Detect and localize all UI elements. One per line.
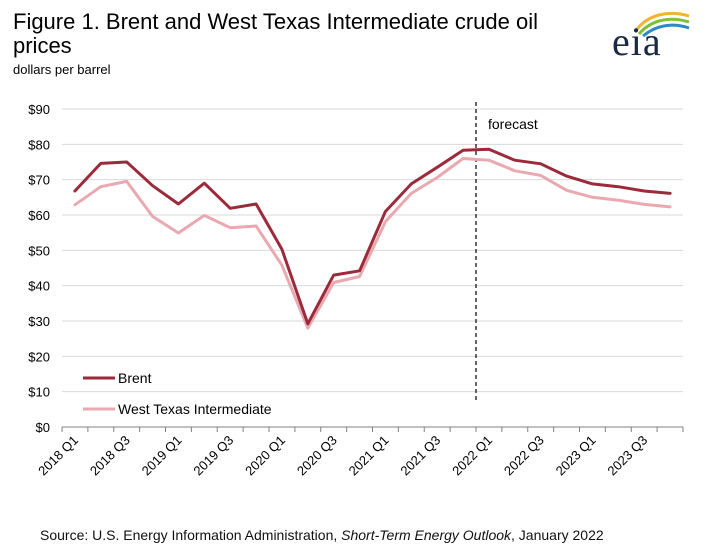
x-tick-label: 2020 Q1	[242, 433, 288, 479]
x-tick-label: 2019 Q1	[139, 433, 185, 479]
chart-subtitle: dollars per barrel	[13, 62, 111, 77]
source-publication: Short-Term Energy Outlook	[341, 527, 512, 543]
x-tick-label: 2018 Q1	[35, 433, 81, 479]
forecast-label: forecast	[488, 116, 538, 132]
series-lines	[73, 147, 672, 330]
x-tick-label: 2021 Q3	[397, 433, 443, 479]
x-axis: 2018 Q1 2018 Q3 2019 Q1 2019 Q3 2020 Q1 2020 …	[35, 426, 684, 479]
y-tick-label: $20	[28, 349, 50, 364]
source-suffix: , January 2022	[511, 527, 604, 543]
x-tick-label: 2018 Q3	[87, 433, 133, 479]
y-tick-label: $0	[36, 420, 50, 435]
legend-label: West Texas Intermediate	[118, 401, 272, 417]
x-tick-label: 2023 Q3	[604, 433, 650, 479]
series-line	[73, 157, 672, 330]
y-tick-label: $30	[28, 314, 50, 329]
x-tick-label: 2021 Q1	[346, 433, 392, 479]
x-tick-label: 2022 Q1	[449, 433, 495, 479]
source-prefix: Source: U.S. Energy Information Administ…	[40, 527, 342, 543]
legend: Brent West Texas Intermediate	[83, 370, 272, 417]
y-tick-label: $50	[28, 243, 50, 258]
source-note: Source: U.S. Energy Information Administ…	[40, 527, 604, 543]
y-tick-label: $40	[28, 279, 50, 294]
y-tick-label: $90	[28, 102, 50, 117]
eia-logo	[605, 8, 695, 68]
y-axis: $0 $10 $20 $30 $40 $50 $60 $70 $80 $90	[28, 102, 50, 435]
y-tick-label: $10	[28, 385, 50, 400]
x-tick-label: 2023 Q1	[553, 433, 599, 479]
y-tick-label: $70	[28, 173, 50, 188]
y-tick-label: $80	[28, 137, 50, 152]
y-tick-label: $60	[28, 208, 50, 223]
x-tick-label: 2019 Q3	[190, 433, 236, 479]
x-tick-label: 2022 Q3	[501, 433, 547, 479]
forecast-marker: forecast	[475, 102, 538, 400]
chart-title: Figure 1. Brent and West Texas Intermedi…	[13, 9, 539, 58]
series-line	[73, 147, 672, 326]
x-tick-label: 2020 Q3	[294, 433, 340, 479]
legend-label: Brent	[118, 370, 152, 386]
eia-logo-text: eia	[612, 19, 662, 64]
